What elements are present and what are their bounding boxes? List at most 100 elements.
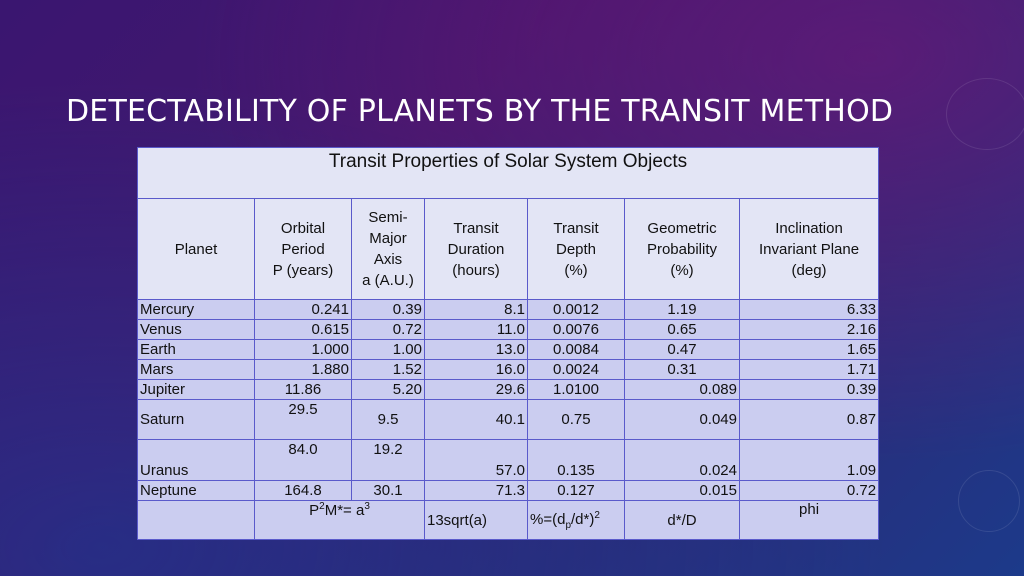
header-inclination-line: Invariant Plane — [759, 240, 860, 258]
cell-depth: 0.75 — [527, 399, 625, 440]
cell-depth: 0.0076 — [527, 319, 625, 340]
transit-properties-table-container: Transit Properties of Solar System Objec… — [136, 147, 880, 540]
cell-period: 29.5 — [254, 399, 352, 440]
formula-cell-empty — [137, 500, 255, 540]
cell-depth: 0.127 — [527, 480, 625, 501]
table-row-uranus: Uranus 84.0 19.2 57.0 0.135 0.024 1.09 — [137, 439, 880, 481]
cell-probability: 0.015 — [624, 480, 740, 501]
cell-probability: 0.31 — [624, 359, 740, 380]
cell-duration: 40.1 — [424, 399, 528, 440]
decorative-orbit-ring — [946, 78, 1024, 150]
table-row-venus: Venus 0.615 0.72 11.0 0.0076 0.65 2.16 — [137, 319, 880, 340]
cell-depth: 0.135 — [527, 439, 625, 481]
formula-kepler: P2M*= a3 — [254, 500, 425, 540]
table-row-saturn: Saturn 29.5 9.5 40.1 0.75 0.049 0.87 — [137, 399, 880, 440]
cell-period: 164.8 — [254, 480, 352, 501]
cell-inclination: 1.71 — [738, 359, 880, 380]
cell-planet: Uranus — [137, 439, 255, 481]
formula-duration: 13sqrt(a) — [424, 500, 528, 540]
cell-duration: 29.6 — [424, 379, 528, 400]
header-planet: Planet — [137, 198, 255, 300]
header-inclination-line: (deg) — [791, 261, 827, 279]
header-semi-major-axis: Semi- Major Axis a (A.U.) — [351, 198, 425, 300]
header-duration-line: (hours) — [452, 261, 500, 279]
formula-depth: %=(dp/d*)2 — [527, 500, 625, 540]
decorative-orbit-ring-small — [958, 470, 1020, 532]
header-probability-line: (%) — [670, 261, 694, 279]
cell-axis: 9.5 — [351, 399, 425, 440]
header-duration-line: Duration — [447, 240, 505, 258]
cell-planet: Mercury — [137, 299, 255, 320]
cell-duration: 16.0 — [424, 359, 528, 380]
formula-inclination: phi — [738, 500, 880, 540]
header-inclination-line: Inclination — [775, 219, 843, 237]
cell-depth: 1.0100 — [527, 379, 625, 400]
header-depth-line: Depth — [555, 240, 597, 258]
cell-period: 1.000 — [254, 339, 352, 360]
cell-planet: Saturn — [137, 399, 255, 440]
formula-superscript: 3 — [364, 501, 370, 512]
cell-inclination: 1.65 — [738, 339, 880, 360]
header-duration-line: Transit — [453, 219, 499, 237]
header-transit-duration: Transit Duration (hours) — [424, 198, 528, 300]
header-transit-depth: Transit Depth (%) — [527, 198, 625, 300]
cell-probability: 0.024 — [624, 439, 740, 481]
cell-duration: 13.0 — [424, 339, 528, 360]
formula-text: M*= a — [324, 502, 365, 519]
cell-probability: 1.19 — [624, 299, 740, 320]
formula-subscript: p — [565, 519, 571, 531]
transit-properties-table: Transit Properties of Solar System Objec… — [136, 147, 880, 540]
cell-duration: 57.0 — [424, 439, 528, 481]
header-axis-line: a (A.U.) — [362, 272, 414, 289]
cell-probability: 0.089 — [624, 379, 740, 400]
header-period-line: P (years) — [272, 261, 334, 279]
cell-probability: 0.65 — [624, 319, 740, 340]
header-period-line: Orbital — [280, 219, 326, 237]
table-caption: Transit Properties of Solar System Objec… — [136, 147, 880, 199]
cell-inclination: 2.16 — [738, 319, 880, 340]
cell-period: 1.880 — [254, 359, 352, 380]
slide-title: DETECTABILITY OF PLANETS BY THE TRANSIT … — [66, 94, 894, 129]
table-row-mars: Mars 1.880 1.52 16.0 0.0024 0.31 1.71 — [137, 359, 880, 380]
formula-superscript: 2 — [319, 501, 325, 512]
header-probability-line: Geometric — [647, 219, 717, 237]
table-formula-row: P2M*= a3 13sqrt(a) %=(dp/d*)2 d*/D phi — [137, 500, 880, 540]
cell-axis: 1.00 — [351, 339, 425, 360]
cell-planet: Mars — [137, 359, 255, 380]
cell-probability: 0.049 — [624, 399, 740, 440]
cell-planet: Jupiter — [137, 379, 255, 400]
header-geometric-probability: Geometric Probability (%) — [624, 198, 740, 300]
header-axis-line: Semi- — [368, 209, 408, 226]
cell-axis: 19.2 — [351, 439, 425, 481]
cell-inclination: 0.72 — [738, 480, 880, 501]
cell-axis: 1.52 — [351, 359, 425, 380]
formula-text: %=(d — [530, 510, 566, 528]
cell-planet: Venus — [137, 319, 255, 340]
header-period-line: Period — [281, 240, 325, 258]
table-caption-row: Transit Properties of Solar System Objec… — [136, 147, 880, 199]
cell-probability: 0.47 — [624, 339, 740, 360]
cell-inclination: 1.09 — [738, 439, 880, 481]
cell-planet: Neptune — [137, 480, 255, 501]
cell-inclination: 0.87 — [738, 399, 880, 440]
cell-axis: 30.1 — [351, 480, 425, 501]
table-row-neptune: Neptune 164.8 30.1 71.3 0.127 0.015 0.72 — [137, 480, 880, 501]
formula-text: /d*) — [571, 510, 595, 528]
header-depth-line: Transit — [553, 219, 599, 237]
formula-superscript: 2 — [594, 509, 600, 521]
cell-period: 0.615 — [254, 319, 352, 340]
table-row-earth: Earth 1.000 1.00 13.0 0.0084 0.47 1.65 — [137, 339, 880, 360]
cell-axis: 0.39 — [351, 299, 425, 320]
cell-axis: 0.72 — [351, 319, 425, 340]
cell-period: 0.241 — [254, 299, 352, 320]
header-axis-line: Axis — [373, 251, 403, 268]
cell-duration: 8.1 — [424, 299, 528, 320]
header-orbital-period: Orbital Period P (years) — [254, 198, 352, 300]
cell-period: 84.0 — [254, 439, 352, 481]
cell-depth: 0.0012 — [527, 299, 625, 320]
cell-duration: 11.0 — [424, 319, 528, 340]
table-row-mercury: Mercury 0.241 0.39 8.1 0.0012 1.19 6.33 — [137, 299, 880, 320]
header-inclination: Inclination Invariant Plane (deg) — [738, 198, 880, 300]
header-depth-line: (%) — [564, 261, 588, 279]
cell-planet: Earth — [137, 339, 255, 360]
